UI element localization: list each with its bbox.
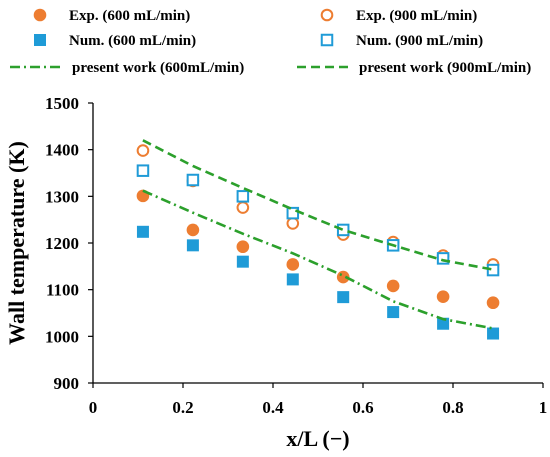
data-point [286, 206, 300, 220]
y-tick-label: 1200 [45, 234, 79, 253]
legend-swatch [33, 8, 47, 22]
data-point [337, 291, 350, 304]
y-axis-title: Wall temperature (K) [4, 141, 29, 345]
data-point [136, 164, 150, 177]
data-point [436, 290, 450, 303]
data-point [186, 239, 199, 252]
legend-label: Exp. (600 mL/min) [69, 8, 190, 24]
legend-item: Num. (600 mL/min) [34, 33, 196, 49]
legend-swatch [320, 33, 334, 47]
legend-label: present work (900mL/min) [359, 60, 531, 76]
data-point [336, 223, 350, 237]
data-point [186, 173, 200, 187]
legend-label: Num. (900 mL/min) [356, 33, 483, 49]
series-num-600-ml-min [136, 225, 500, 340]
x-tick-label: 0.6 [352, 398, 373, 417]
axes [92, 103, 543, 384]
x-tick-label: 1 [539, 398, 548, 417]
data-point [236, 190, 250, 203]
x-tick-label: 0.8 [442, 398, 463, 417]
x-axis-title: x/L (−) [286, 426, 349, 451]
y-tick-label: 1100 [46, 281, 79, 300]
data-point [386, 279, 400, 293]
data-point [136, 225, 149, 238]
series-num-900-ml-min [136, 164, 500, 277]
x-tick-label: 0.4 [262, 398, 284, 417]
data-point [437, 317, 450, 330]
legend-item: Exp. (600 mL/min) [33, 8, 190, 24]
data-point [236, 240, 250, 254]
y-tick-label: 1300 [45, 187, 79, 206]
series-exp-600-ml-min [136, 189, 500, 310]
data-point [236, 201, 250, 214]
legend-swatch [320, 8, 334, 22]
legend-label: Exp. (900 mL/min) [356, 8, 477, 24]
data-point [486, 296, 500, 310]
y-tick-label: 900 [54, 374, 80, 393]
data-point [486, 263, 500, 277]
ticks: 0 0.2 0.4 0.6 0.8 1 900 1000 1100 1200 1300 1400 150… [45, 94, 547, 417]
data-point [487, 327, 500, 340]
legend-swatch [34, 34, 46, 46]
data-point [186, 223, 200, 237]
legend-item: Exp. (900 mL/min) [320, 8, 477, 24]
legend: Exp. (600 mL/min) Exp. (900 mL/min) Num. (… [10, 8, 531, 76]
series-present-work-600ml-min [142, 189, 494, 330]
legend-item: present work (600mL/min) [10, 60, 244, 76]
series-line [142, 139, 494, 271]
legend-label: Num. (600 mL/min) [69, 33, 196, 49]
data-point [436, 252, 450, 265]
y-tick-label: 1500 [45, 94, 79, 113]
x-tick-label: 0 [89, 398, 98, 417]
data-point [236, 255, 249, 268]
y-tick-label: 1000 [45, 327, 79, 346]
y-tick-label: 1400 [45, 141, 79, 160]
data-point [136, 144, 150, 157]
data-point [387, 306, 400, 319]
series-line [142, 189, 494, 330]
data-point [286, 258, 300, 271]
legend-label: present work (600mL/min) [72, 60, 244, 76]
data-point [286, 217, 300, 230]
data-point [286, 273, 299, 286]
series-present-work-900ml-min [142, 139, 494, 271]
legend-item: Num. (900 mL/min) [320, 33, 483, 49]
x-tick-label: 0.2 [172, 398, 193, 417]
plot-area [136, 139, 500, 340]
legend-item: present work (900mL/min) [297, 60, 531, 76]
